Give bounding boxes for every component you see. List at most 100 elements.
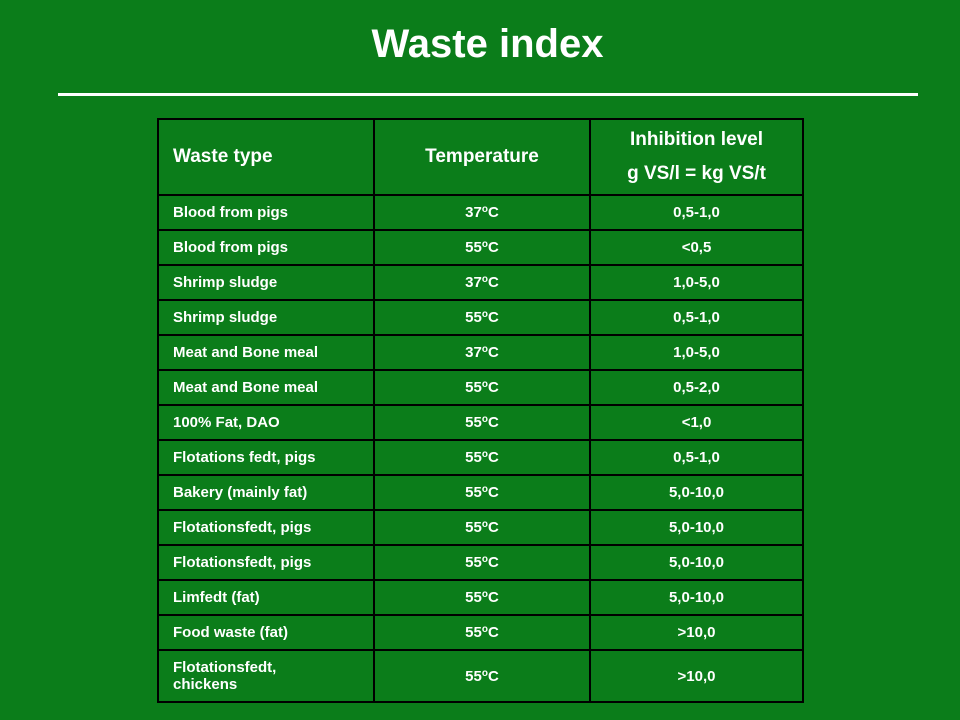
temperature-unit: C — [487, 589, 499, 606]
table-row: Blood from pigs 37oC 0,5-1,0 — [157, 194, 804, 231]
header-temperature: Temperature — [373, 118, 591, 196]
waste-type-text: Food waste (fat) — [173, 624, 288, 641]
cell-inhibition-level: 5,0-10,0 — [589, 579, 804, 616]
temperature-unit: C — [487, 449, 499, 466]
cell-waste-type: Shrimp sludge — [157, 299, 375, 336]
temperature-unit: C — [487, 484, 499, 501]
table-row: Shrimp sludge 55oC 0,5-1,0 — [157, 299, 804, 336]
waste-type-text: chickens — [173, 676, 238, 693]
temperature-unit: C — [487, 344, 499, 361]
cell-inhibition-level: 5,0-10,0 — [589, 509, 804, 546]
cell-temperature: 55oC — [373, 544, 591, 581]
waste-type-text: Flotationsfedt, pigs — [173, 519, 312, 536]
cell-waste-type: Flotations fedt, pigs — [157, 439, 375, 476]
cell-waste-type: Flotationsfedt, pigs — [157, 509, 375, 546]
temperature-value: 37 — [465, 274, 482, 291]
cell-temperature: 55oC — [373, 229, 591, 266]
temperature-value: 37 — [465, 344, 482, 361]
cell-inhibition-level: <1,0 — [589, 404, 804, 441]
temperature-value: 55 — [465, 379, 482, 396]
table-row: Shrimp sludge 37oC 1,0-5,0 — [157, 264, 804, 301]
temperature-unit: C — [487, 554, 499, 571]
table-row: Flotations fedt, pigs 55oC 0,5-1,0 — [157, 439, 804, 476]
header-waste-type: Waste type — [157, 118, 375, 196]
cell-temperature: 55oC — [373, 439, 591, 476]
table-row: Bakery (mainly fat) 55oC 5,0-10,0 — [157, 474, 804, 511]
degree-symbol: o — [481, 204, 488, 215]
temperature-unit: C — [487, 519, 499, 536]
cell-temperature: 55oC — [373, 579, 591, 616]
waste-type-text: Flotations fedt, pigs — [173, 449, 316, 466]
degree-symbol: o — [481, 484, 488, 495]
temperature-unit: C — [487, 274, 499, 291]
cell-inhibition-level: 5,0-10,0 — [589, 474, 804, 511]
cell-temperature: 55oC — [373, 369, 591, 406]
cell-waste-type: Meat and Bone meal — [157, 334, 375, 371]
waste-type-text: Flotationsfedt, — [173, 659, 277, 676]
temperature-unit: C — [487, 667, 499, 685]
cell-inhibition-level: >10,0 — [589, 614, 804, 651]
header-inhibition-level: Inhibition level g VS/l = kg VS/t — [589, 118, 804, 196]
temperature-unit: C — [487, 414, 499, 431]
cell-inhibition-level: 1,0-5,0 — [589, 334, 804, 371]
waste-type-text: 100% Fat, DAO — [173, 414, 280, 431]
cell-waste-type: Limfedt (fat) — [157, 579, 375, 616]
temperature-value: 55 — [465, 589, 482, 606]
title-divider — [58, 93, 918, 96]
header-inhibition-line1: Inhibition level — [629, 129, 763, 150]
cell-temperature: 55oC — [373, 614, 591, 651]
degree-symbol: o — [481, 239, 488, 250]
cell-waste-type: Meat and Bone meal — [157, 369, 375, 406]
cell-inhibition-level: 5,0-10,0 — [589, 544, 804, 581]
header-row: Waste type Temperature Inhibition level … — [157, 118, 804, 196]
temperature-value: 55 — [465, 484, 482, 501]
degree-symbol: o — [481, 414, 488, 425]
cell-inhibition-level: 0,5-1,0 — [589, 194, 804, 231]
temperature-unit: C — [487, 379, 499, 396]
cell-temperature: 37oC — [373, 264, 591, 301]
cell-temperature: 55oC — [373, 474, 591, 511]
cell-waste-type: Bakery (mainly fat) — [157, 474, 375, 511]
cell-waste-type: Flotationsfedt, pigs — [157, 544, 375, 581]
waste-index-table: Waste type Temperature Inhibition level … — [157, 118, 804, 703]
cell-inhibition-level: 0,5-1,0 — [589, 439, 804, 476]
cell-waste-type: Flotationsfedt, chickens — [157, 649, 375, 703]
cell-waste-type: Blood from pigs — [157, 229, 375, 266]
waste-type-text: Blood from pigs — [173, 239, 288, 256]
waste-type-text: Bakery (mainly fat) — [173, 484, 308, 501]
waste-type-text: Meat and Bone meal — [173, 379, 319, 396]
temperature-unit: C — [487, 204, 499, 221]
temperature-value: 55 — [465, 414, 482, 431]
table-row: Meat and Bone meal 55oC 0,5-2,0 — [157, 369, 804, 406]
cell-temperature: 55oC — [373, 509, 591, 546]
table-row: Blood from pigs 55oC <0,5 — [157, 229, 804, 266]
waste-type-text: Shrimp sludge — [173, 274, 278, 291]
degree-symbol: o — [481, 379, 488, 390]
temperature-value: 55 — [465, 519, 482, 536]
cell-waste-type: Food waste (fat) — [157, 614, 375, 651]
waste-type-text: Blood from pigs — [173, 204, 288, 221]
cell-inhibition-level: 1,0-5,0 — [589, 264, 804, 301]
waste-type-text: Limfedt (fat) — [173, 589, 260, 606]
table-row: Food waste (fat) 55oC >10,0 — [157, 614, 804, 651]
temperature-value: 37 — [465, 204, 482, 221]
degree-symbol: o — [481, 589, 488, 600]
temperature-value: 55 — [465, 667, 482, 685]
degree-symbol: o — [481, 554, 488, 565]
waste-type-text: Flotationsfedt, pigs — [173, 554, 312, 571]
table-row: Limfedt (fat) 55oC 5,0-10,0 — [157, 579, 804, 616]
temperature-value: 55 — [465, 554, 482, 571]
temperature-value: 55 — [465, 624, 482, 641]
cell-temperature: 37oC — [373, 194, 591, 231]
temperature-value: 55 — [465, 239, 482, 256]
cell-temperature: 55oC — [373, 649, 591, 703]
degree-symbol: o — [481, 624, 488, 635]
table-row: 100% Fat, DAO 55oC <1,0 — [157, 404, 804, 441]
degree-symbol: o — [481, 274, 488, 285]
waste-type-text: Shrimp sludge — [173, 309, 278, 326]
table-row: Flotationsfedt, pigs 55oC 5,0-10,0 — [157, 509, 804, 546]
cell-inhibition-level: <0,5 — [589, 229, 804, 266]
waste-type-text: Meat and Bone meal — [173, 344, 319, 361]
cell-waste-type: Shrimp sludge — [157, 264, 375, 301]
cell-temperature: 55oC — [373, 299, 591, 336]
